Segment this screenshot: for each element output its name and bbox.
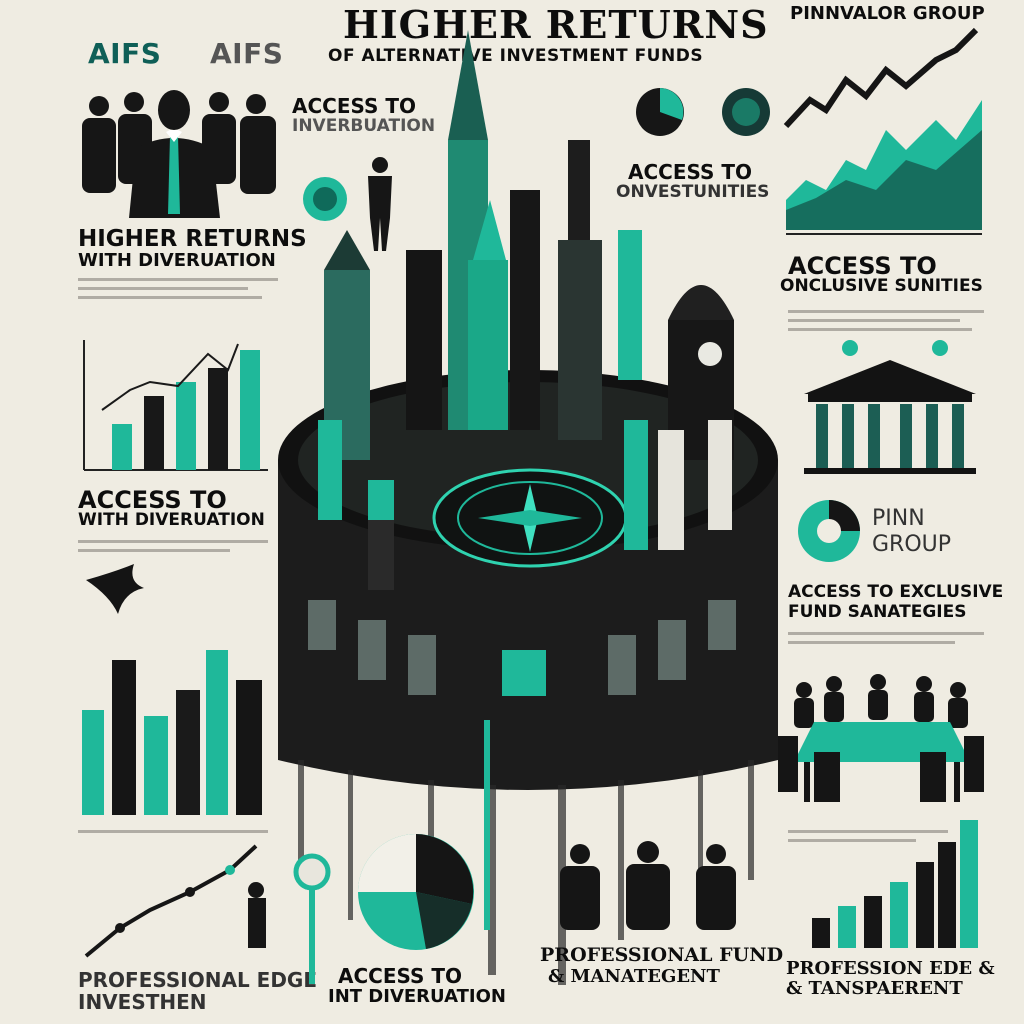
- investments-heading-center: INVERBUATION: [292, 116, 436, 136]
- exclusive-strategies-heading: ACCESS TO EXCLUSIVE: [788, 582, 1004, 602]
- page-title: HIGHER RETURNS: [343, 2, 769, 47]
- pie-icon-top: [636, 88, 770, 136]
- meeting-table-illustration: [778, 674, 984, 802]
- group-name: GROUP: [872, 532, 952, 557]
- magnifier-icon: [293, 853, 331, 984]
- area-chart-top-right: [783, 27, 982, 235]
- management-heading: & MANATEGENT: [548, 966, 720, 987]
- aifs-label: AIFS: [88, 37, 162, 70]
- with-diversification-heading: WITH DIVERUATION: [78, 250, 276, 271]
- text-lines-4: [788, 310, 984, 337]
- int-diversification-heading: INT DIVERUATION: [328, 986, 506, 1007]
- bird-icon: [86, 564, 144, 614]
- professionals-group: [560, 841, 736, 930]
- access-to-heading-center: ACCESS TO: [292, 94, 417, 118]
- exclusive-opportunities-heading: ONCLUSIVE SUNITIES: [780, 276, 983, 296]
- fund-strategies-heading: FUND SANATEGIES: [788, 602, 967, 622]
- access-to-heading-left: ACCESS TO: [78, 486, 227, 514]
- access-to-heading-bottom: ACCESS TO: [338, 964, 463, 988]
- access-to-heading-center-right: ACCESS TO: [628, 160, 753, 184]
- temple-building-illustration: [804, 340, 976, 474]
- skyscraper-chart-left: [82, 650, 262, 815]
- pie-chart-bottom: [358, 834, 474, 950]
- opportunities-heading: ONVESTUNITIES: [616, 182, 770, 202]
- bar-chart-left: [83, 340, 268, 471]
- bar-chart-bottom-right: [812, 820, 978, 948]
- teal-coin-icon: [303, 177, 347, 221]
- pinn-name: PINN: [872, 506, 925, 531]
- profession-edge-heading: PROFESSION EDE &: [786, 958, 995, 979]
- businessman-figure: [368, 157, 392, 251]
- higher-returns-heading: HIGHER RETURNS: [78, 226, 307, 252]
- city-tower-illustration: [278, 30, 778, 985]
- transparency-heading: & TANSPAERENT: [786, 978, 963, 999]
- text-lines-5: [788, 632, 984, 650]
- text-lines-2: [78, 540, 268, 558]
- text-lines-3: [78, 830, 268, 839]
- growth-line-chart: [84, 844, 266, 958]
- text-lines-6: [788, 830, 948, 848]
- professional-fund-heading: PROFESSIONAL FUND: [540, 944, 784, 966]
- professional-edge-heading: PROFESSIONAL EDGE: [78, 968, 318, 992]
- business-people-illustration: [82, 90, 276, 218]
- aifs-label-secondary: AIFS: [210, 37, 284, 70]
- text-lines: [78, 278, 278, 305]
- brand-name: PINNVALOR GROUP: [790, 3, 985, 24]
- investment-heading: INVESTHEN: [78, 990, 207, 1014]
- with-diversification-sub-left: WITH DIVERUATION: [78, 510, 265, 530]
- page-subtitle: OF ALTERNATIVE INVESTMENT FUNDS: [328, 46, 704, 66]
- access-to-heading-right: ACCESS TO: [788, 252, 937, 280]
- pinn-logo-icon: [798, 500, 860, 562]
